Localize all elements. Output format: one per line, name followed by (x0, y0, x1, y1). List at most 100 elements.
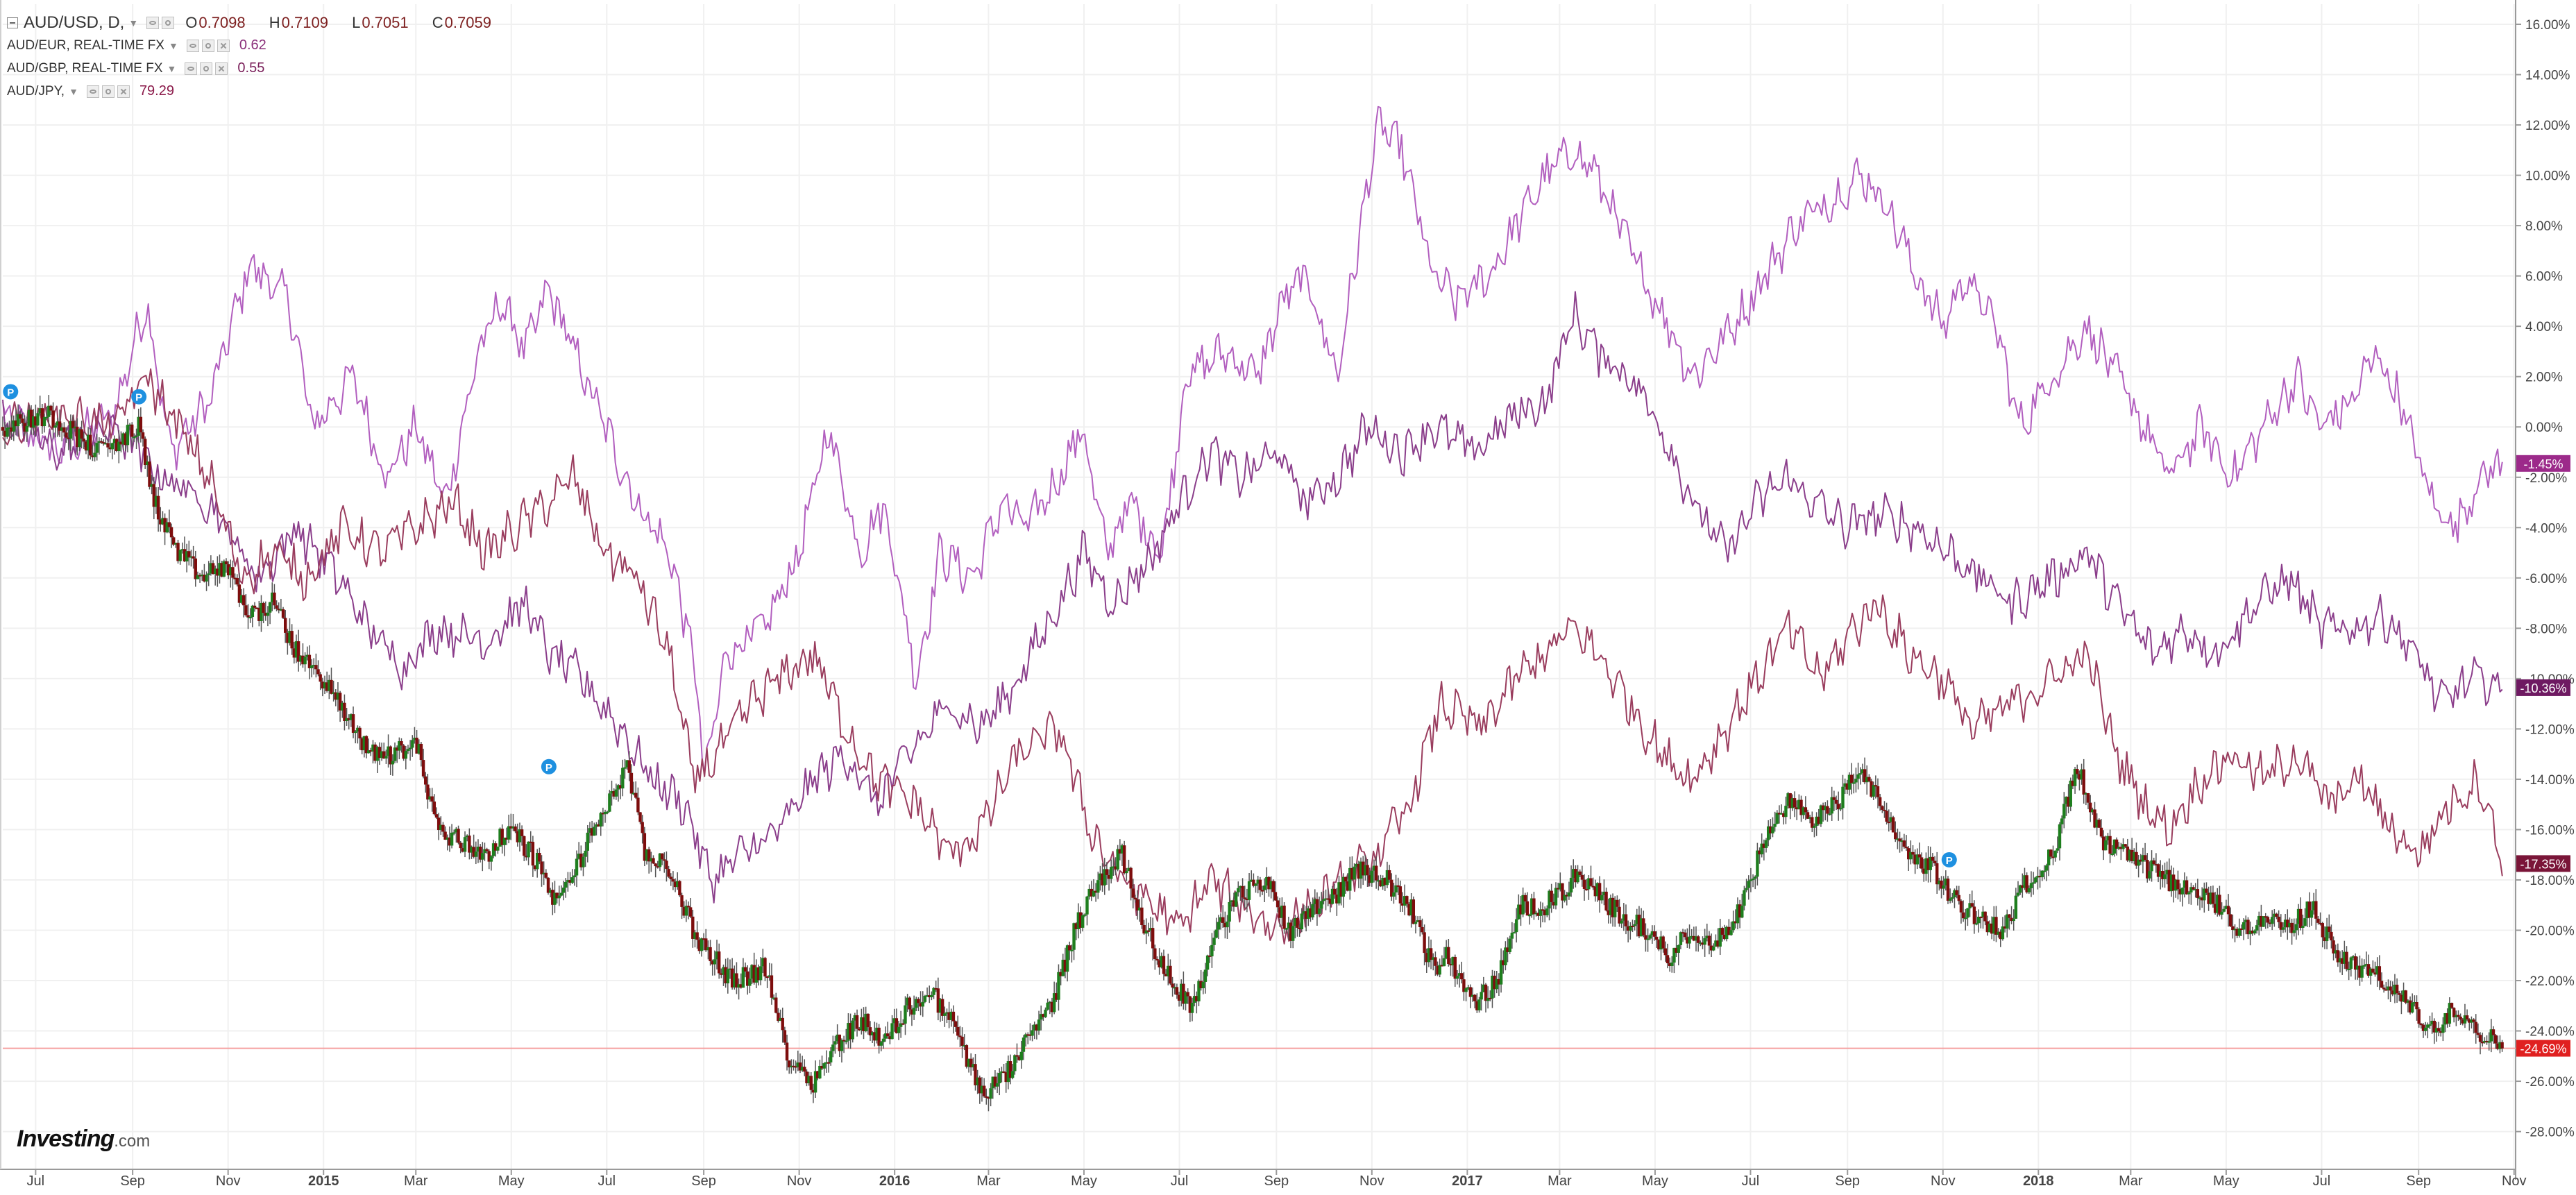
candle-body (341, 702, 344, 711)
candle-body (1403, 896, 1407, 906)
candle-body (1135, 899, 1139, 911)
candle-body (1865, 777, 1869, 783)
candle-body (925, 995, 929, 997)
candle-body (1015, 1055, 1019, 1057)
candle-body (91, 455, 94, 457)
candle-body (163, 518, 167, 533)
chevron-down-icon[interactable]: ▼ (168, 40, 178, 51)
candle-body (2167, 870, 2171, 892)
candle-body (915, 999, 918, 1008)
candle-body (1455, 976, 1459, 979)
eye-icon[interactable] (146, 16, 160, 29)
candle-body (328, 679, 331, 691)
candle-body (1815, 816, 1818, 827)
candle-body (781, 1017, 784, 1031)
overlay-label[interactable]: AUD/GBP, REAL-TIME FX (7, 60, 163, 76)
candle-body (1799, 799, 1803, 815)
gear-icon[interactable] (200, 62, 213, 75)
candle-body (2130, 849, 2134, 861)
legend-overlay-eur[interactable]: AUD/EUR, REAL-TIME FX ▼ 0.62 (7, 34, 511, 57)
candle-body (1675, 947, 1678, 953)
candle-body (2500, 1042, 2504, 1049)
candle-body (1328, 899, 1332, 904)
candle-body (1720, 928, 1725, 935)
candle-body (978, 1077, 982, 1094)
candle-body (183, 549, 187, 561)
investing-logo[interactable]: Investing.com (17, 1126, 150, 1153)
candle-body (1337, 882, 1341, 904)
candle-body (614, 789, 618, 797)
gear-icon[interactable] (201, 39, 214, 52)
close-icon[interactable] (217, 39, 230, 52)
candle-body (673, 881, 677, 888)
candle-body (713, 959, 717, 965)
overlay-label[interactable]: AUD/JPY, (7, 83, 65, 99)
candle-body (1142, 924, 1146, 934)
low-value: 0.7051 (362, 13, 409, 31)
main-symbol[interactable]: AUD/USD, D, (24, 12, 125, 32)
candle-body (650, 858, 653, 862)
candle-body (1968, 903, 1972, 908)
candle-body (2220, 911, 2223, 915)
chevron-down-icon[interactable]: ▼ (167, 62, 177, 74)
y-tick-label: 2.00% (2525, 371, 2563, 385)
legend-overlay-gbp[interactable]: AUD/GBP, REAL-TIME FX ▼ 0.55 (7, 57, 511, 80)
candle-body (384, 756, 388, 758)
candle-body (1260, 890, 1264, 892)
candle-body (1745, 888, 1748, 890)
candle-body (2012, 918, 2015, 922)
candle-body (1961, 912, 1965, 919)
candle-body (2336, 950, 2340, 963)
candle-body (1946, 879, 1950, 901)
candle-body (1090, 888, 1093, 897)
close-icon[interactable] (215, 62, 228, 75)
candle-body (273, 592, 276, 606)
chevron-down-icon[interactable]: ▼ (128, 17, 139, 28)
x-tick-label: Jul (27, 1173, 45, 1189)
candle-body (1826, 806, 1829, 814)
candle-body (1133, 897, 1137, 900)
candle-body (2408, 1000, 2412, 1013)
candle-body (2060, 818, 2064, 824)
chevron-down-icon[interactable]: ▼ (69, 85, 78, 97)
overlay-label[interactable]: AUD/EUR, REAL-TIME FX (7, 37, 164, 53)
candle-body (838, 1034, 841, 1051)
candle-body (80, 429, 83, 439)
candle-body (2124, 844, 2127, 847)
candle-body (2049, 849, 2053, 857)
candle-body (1320, 901, 1323, 909)
candle-body (794, 1066, 797, 1068)
candle-body (756, 967, 761, 981)
candle-body (1489, 997, 1492, 999)
collapse-icon[interactable] (7, 17, 18, 28)
candle-body (2228, 914, 2232, 926)
candle-body (485, 849, 489, 851)
candle-body (1885, 811, 1888, 822)
candle-body (2307, 901, 2312, 918)
y-tick-label: -18.00% (2525, 874, 2575, 888)
candle-body (2491, 1029, 2496, 1035)
eye-icon[interactable] (185, 62, 198, 75)
candle-body (42, 416, 46, 426)
legend-main[interactable]: AUD/USD, D, ▼ O0.7098 H0.7109 L0.7051 C0… (7, 11, 511, 34)
candle-body (1587, 878, 1591, 890)
eye-icon[interactable] (186, 39, 199, 52)
candle-body (840, 1040, 844, 1051)
candle-body (1199, 981, 1203, 989)
close-icon[interactable] (117, 85, 130, 98)
candle-body (2393, 984, 2397, 994)
eye-icon[interactable] (86, 85, 99, 98)
gear-icon[interactable] (101, 85, 115, 98)
candle-body (1451, 956, 1455, 966)
gear-icon[interactable] (162, 16, 175, 29)
candle-body (523, 836, 526, 856)
candle-body (2452, 1008, 2456, 1017)
candle-body (209, 563, 213, 574)
legend-overlay-jpy[interactable]: AUD/JPY, ▼ 79.29 (7, 80, 511, 103)
candle-body (647, 849, 651, 862)
candle-body (2391, 990, 2394, 994)
candle-body (463, 837, 467, 852)
